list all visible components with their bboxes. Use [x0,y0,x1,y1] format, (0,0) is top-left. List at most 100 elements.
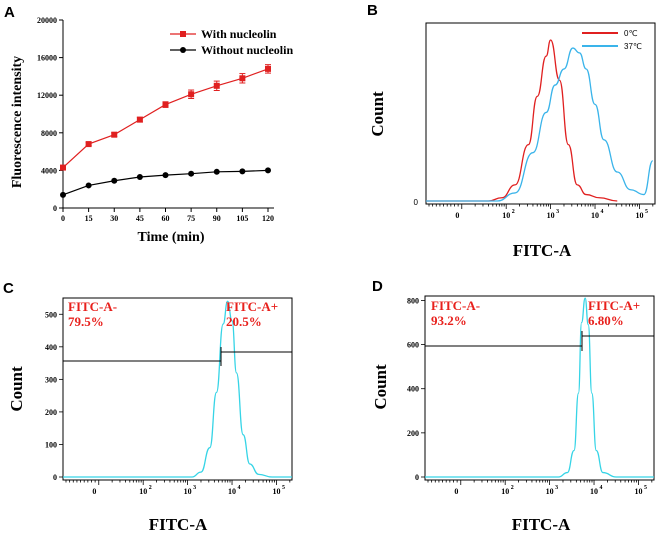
histogram-curve-0 [426,39,618,202]
data-point-square [162,101,169,108]
panel-b-legend: 0℃ 37℃ [582,29,642,51]
data-point-square [111,131,118,138]
data-point-square [85,141,92,148]
x-tick-exponent: 3 [556,209,559,215]
data-point-square [188,91,195,98]
panel-a-x-tick-label: 0 [61,214,65,223]
panel-a-y-tick-label: 8000 [41,129,57,138]
data-point-circle [111,177,118,184]
panel-a-x-ticks: 0 15 30 45 60 75 90 105 120 [61,208,274,223]
x-tick-exponent: 2 [511,485,514,491]
panel-b-y-tick-0: 0 [414,198,419,207]
y-tick-label: 600 [407,341,419,350]
data-point-circle [213,168,220,175]
series-line-0 [62,68,269,169]
panel-c-gate-pos-percent: 20.5% [226,314,262,329]
x-tick-label: 10 [501,487,509,496]
x-tick-label: 10 [634,487,642,496]
y-tick-label: 500 [45,310,57,319]
y-tick-label: 0 [53,473,57,482]
x-tick-label: 10 [546,487,554,496]
x-tick-label: 10 [502,211,510,220]
panel-c-x-ticks: 0 10 2 10 3 10 4 10 5 [65,480,291,496]
panel-a-x-tick-label: 120 [262,214,274,223]
panel-a-x-tick-label: 90 [213,214,221,223]
x-tick-exponent: 2 [149,485,152,491]
legend-label-0c: 0℃ [624,29,637,38]
panel-d-curves [425,297,655,478]
x-tick-label: 10 [635,211,643,220]
panel-label-a: A [4,4,15,21]
x-tick-exponent: 4 [601,209,604,215]
data-point-circle [136,173,143,180]
panel-a-x-tick-label: 30 [110,214,118,223]
panel-a-y-tick-label: 4000 [41,166,57,175]
panel-d-y-axis-title: Count [371,364,390,410]
x-tick-exponent: 3 [555,485,558,491]
x-tick-label: 10 [272,487,280,496]
panel-c-y-ticks: 0 100 200 300 400 500 [45,310,63,482]
panel-a-line-chart: 0 4000 8000 12000 16000 20000 0 15 30 45 60 75 90 10… [10,16,293,245]
x-tick-label: 10 [590,487,598,496]
x-tick-label: 10 [184,487,192,496]
panel-a-x-tick-label: 75 [187,214,195,223]
x-tick-label: 10 [228,487,236,496]
legend-label-without-nucleolin: Without nucleolin [201,43,293,57]
data-point-circle [60,191,66,198]
panel-d-gate-neg-percent: 93.2% [431,313,467,328]
histogram-curve-0 [425,297,655,478]
panel-label-d: D [372,278,383,295]
legend-label-with-nucleolin: With nucleolin [201,27,277,41]
panel-a-x-tick-label: 15 [85,214,93,223]
legend-label-37c: 37℃ [624,42,642,51]
data-point-circle [188,170,195,177]
panel-c-curves [63,300,293,478]
y-tick-label: 800 [407,296,419,305]
data-point-square [213,82,220,89]
panel-d-y-ticks: 0 200 400 600 800 [407,296,425,482]
data-point-circle [265,167,271,174]
panel-a-y-ticks: 0 4000 8000 12000 16000 20000 [37,16,63,213]
panel-b-x-ticks: 0 10 2 10 3 10 4 10 5 [428,204,654,220]
x-tick-label: 0 [92,487,96,496]
y-tick-label: 300 [45,375,57,384]
panel-c-gates: FITC-A- 79.5% FITC-A+ 20.5% [63,299,292,366]
legend-marker-without-nucleolin [180,47,186,53]
x-tick-exponent: 3 [193,485,196,491]
y-tick-label: 0 [415,473,419,482]
x-tick-exponent: 5 [644,485,647,491]
y-tick-label: 100 [45,440,57,449]
y-tick-label: 400 [45,343,57,352]
data-point-circle [162,172,169,179]
panel-c-y-axis-title: Count [7,366,26,412]
panel-d-gate-pos-percent: 6.80% [588,313,624,328]
x-tick-label: 0 [454,487,458,496]
panel-c-gate-neg-label: FITC-A- [68,299,117,314]
panel-label-b: B [367,2,378,19]
x-tick-exponent: 5 [282,485,285,491]
x-tick-exponent: 2 [512,209,515,215]
panel-a-x-tick-label: 105 [236,214,248,223]
y-tick-label: 200 [45,408,57,417]
data-point-square [239,75,246,82]
panel-c-x-axis-title: FITC-A [149,515,208,534]
panel-a-x-tick-label: 45 [136,214,144,223]
panel-c-gate-pos-label: FITC-A+ [226,299,278,314]
data-point-square [136,116,143,123]
panel-b-plot-frame [425,22,656,205]
panel-a-y-tick-label: 12000 [37,91,57,100]
x-tick-exponent: 4 [600,485,603,491]
data-point-circle [85,182,92,189]
x-tick-exponent: 5 [645,209,648,215]
x-tick-label: 10 [139,487,147,496]
panel-d-x-axis-title: FITC-A [512,515,571,534]
panel-a-legend: With nucleolin Without nucleolin [170,27,293,57]
x-tick-label: 0 [455,211,459,220]
x-tick-label: 10 [547,211,555,220]
y-tick-label: 200 [407,429,419,438]
panel-b-curves [426,39,654,202]
panel-a-axes [62,20,274,209]
